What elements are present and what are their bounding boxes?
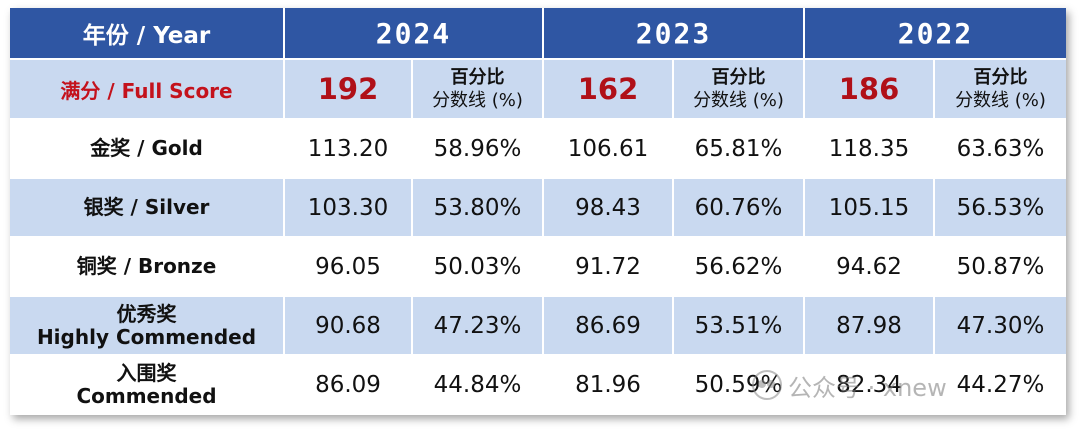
- row-label-bronze: 铜奖 / Bronze: [10, 237, 285, 297]
- row-label-line1: 银奖 / Silver: [83, 195, 210, 219]
- pct-header-line1: 百分比: [711, 67, 766, 88]
- full-score-row: 满分 / Full Score 192 百分比 分数线 (%) 162 百分比 …: [10, 59, 1066, 120]
- pct-cell: 47.23%: [412, 296, 544, 356]
- pct-cell: 53.51%: [673, 296, 805, 356]
- pct-header-line1: 百分比: [450, 67, 505, 88]
- score-cell: 86.69: [543, 296, 674, 356]
- pct-header-line2: 分数线 (%): [955, 90, 1046, 111]
- full-score-2023: 162: [543, 59, 674, 120]
- pct-header-line1: 百分比: [973, 67, 1028, 88]
- row-label-line1: 优秀奖: [116, 301, 177, 326]
- pct-header-line2: 分数线 (%): [693, 90, 784, 111]
- table-row-highly-commended: 优秀奖 Highly Commended 90.68 47.23% 86.69 …: [10, 296, 1066, 356]
- table-row-gold: 金奖 / Gold 113.20 58.96% 106.61 65.81% 11…: [10, 119, 1066, 179]
- pct-header-2022: 百分比 分数线 (%): [934, 59, 1066, 120]
- score-cell: 113.20: [284, 119, 413, 179]
- score-cell: 106.61: [543, 119, 674, 179]
- table-row-commended: 入围奖 Commended 86.09 44.84% 81.96 50.59% …: [10, 355, 1066, 415]
- pct-header-line2: 分数线 (%): [432, 90, 523, 111]
- score-cell: 81.96: [543, 355, 674, 415]
- year-2022-header: 2022: [804, 8, 1066, 60]
- score-cell: 118.35: [804, 119, 935, 179]
- score-table: 年份 / Year 2024 2023 2022 满分 / Full Score…: [10, 8, 1066, 415]
- pct-cell: 44.27%: [934, 355, 1066, 415]
- pct-cell: 53.80%: [412, 178, 544, 238]
- score-cell: 86.09: [284, 355, 413, 415]
- pct-cell: 63.63%: [934, 119, 1066, 179]
- score-cell: 82.34: [804, 355, 935, 415]
- pct-cell: 50.59%: [673, 355, 805, 415]
- pct-header-2024: 百分比 分数线 (%): [412, 59, 544, 120]
- score-cell: 96.05: [284, 237, 413, 297]
- year-2023-header: 2023: [543, 8, 805, 60]
- score-cell: 98.43: [543, 178, 674, 238]
- year-header-label: 年份 / Year: [10, 8, 285, 60]
- pct-cell: 58.96%: [412, 119, 544, 179]
- pct-cell: 50.87%: [934, 237, 1066, 297]
- score-cell: 103.30: [284, 178, 413, 238]
- year-header-row: 年份 / Year 2024 2023 2022: [10, 8, 1066, 60]
- table-row-bronze: 铜奖 / Bronze 96.05 50.03% 91.72 56.62% 94…: [10, 237, 1066, 297]
- row-label-line2: Commended: [76, 383, 217, 408]
- full-score-label: 满分 / Full Score: [10, 59, 285, 120]
- results-table-container: 年份 / Year 2024 2023 2022 满分 / Full Score…: [10, 8, 1066, 415]
- pct-cell: 56.62%: [673, 237, 805, 297]
- row-label-line1: 金奖 / Gold: [90, 136, 203, 160]
- score-cell: 105.15: [804, 178, 935, 238]
- pct-cell: 50.03%: [412, 237, 544, 297]
- score-cell: 91.72: [543, 237, 674, 297]
- pct-cell: 60.76%: [673, 178, 805, 238]
- row-label-commended: 入围奖 Commended: [10, 355, 285, 415]
- score-cell: 90.68: [284, 296, 413, 356]
- pct-cell: 44.84%: [412, 355, 544, 415]
- pct-header-2023: 百分比 分数线 (%): [673, 59, 805, 120]
- pct-cell: 47.30%: [934, 296, 1066, 356]
- full-score-2024: 192: [284, 59, 413, 120]
- row-label-gold: 金奖 / Gold: [10, 119, 285, 179]
- pct-cell: 65.81%: [673, 119, 805, 179]
- row-label-highly-commended: 优秀奖 Highly Commended: [10, 296, 285, 356]
- row-label-silver: 银奖 / Silver: [10, 178, 285, 238]
- row-label-line1: 铜奖 / Bronze: [76, 254, 217, 278]
- pct-cell: 56.53%: [934, 178, 1066, 238]
- score-cell: 87.98: [804, 296, 935, 356]
- table-row-silver: 银奖 / Silver 103.30 53.80% 98.43 60.76% 1…: [10, 178, 1066, 238]
- full-score-2022: 186: [804, 59, 935, 120]
- year-2024-header: 2024: [284, 8, 544, 60]
- row-label-line1: 入围奖: [116, 360, 177, 385]
- score-cell: 94.62: [804, 237, 935, 297]
- row-label-line2: Highly Commended: [36, 324, 257, 349]
